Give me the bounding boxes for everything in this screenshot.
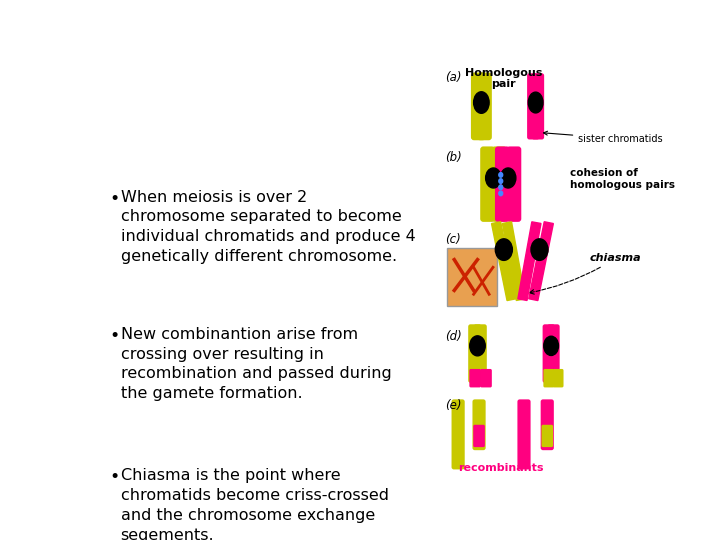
FancyBboxPatch shape	[553, 369, 564, 387]
Ellipse shape	[528, 92, 543, 113]
FancyBboxPatch shape	[527, 73, 539, 139]
Bar	[446, 248, 497, 306]
Polygon shape	[492, 222, 516, 301]
Text: New combinantion arise from
crossing over resulting in
recombination and passed : New combinantion arise from crossing ove…	[120, 327, 391, 401]
FancyBboxPatch shape	[518, 400, 531, 469]
Text: chiasma: chiasma	[529, 253, 642, 294]
Text: (d): (d)	[445, 330, 462, 343]
Ellipse shape	[499, 191, 503, 195]
FancyBboxPatch shape	[468, 325, 482, 383]
FancyBboxPatch shape	[541, 425, 553, 447]
Text: When meiosis is over 2
chromosome separated to become
individual chromatids and : When meiosis is over 2 chromosome separa…	[120, 190, 415, 264]
Ellipse shape	[499, 179, 503, 184]
Polygon shape	[518, 222, 541, 300]
Ellipse shape	[485, 168, 501, 188]
FancyBboxPatch shape	[477, 72, 492, 140]
FancyBboxPatch shape	[544, 369, 554, 387]
FancyBboxPatch shape	[473, 425, 485, 447]
Text: •: •	[109, 190, 120, 207]
FancyBboxPatch shape	[469, 369, 481, 387]
FancyBboxPatch shape	[507, 146, 521, 222]
Text: Homologous
pair: Homologous pair	[465, 68, 543, 90]
Ellipse shape	[474, 92, 489, 113]
Polygon shape	[503, 222, 526, 300]
FancyBboxPatch shape	[532, 73, 544, 139]
Text: (a): (a)	[445, 71, 462, 84]
Text: (b): (b)	[445, 151, 462, 164]
Ellipse shape	[495, 239, 513, 260]
Ellipse shape	[499, 173, 503, 177]
Text: recombinants: recombinants	[458, 463, 544, 473]
Polygon shape	[528, 222, 554, 301]
FancyBboxPatch shape	[451, 400, 464, 469]
FancyBboxPatch shape	[480, 146, 495, 222]
Text: sister chromatids: sister chromatids	[544, 131, 663, 144]
FancyBboxPatch shape	[495, 146, 510, 222]
FancyBboxPatch shape	[547, 325, 559, 383]
Ellipse shape	[499, 185, 503, 190]
FancyBboxPatch shape	[492, 146, 507, 222]
Text: (c): (c)	[445, 233, 461, 246]
Ellipse shape	[544, 336, 559, 355]
FancyBboxPatch shape	[472, 400, 485, 450]
Ellipse shape	[531, 239, 548, 260]
FancyBboxPatch shape	[543, 325, 555, 383]
FancyBboxPatch shape	[480, 369, 492, 387]
Ellipse shape	[500, 168, 516, 188]
FancyBboxPatch shape	[474, 325, 487, 383]
FancyBboxPatch shape	[541, 400, 554, 450]
Text: •: •	[109, 327, 120, 345]
FancyBboxPatch shape	[471, 72, 485, 140]
Ellipse shape	[469, 336, 485, 356]
Text: cohesion of
homologous pairs: cohesion of homologous pairs	[570, 168, 675, 190]
Text: (e): (e)	[445, 399, 462, 412]
Text: Chiasma is the point where
chromatids become criss-crossed
and the chromosome ex: Chiasma is the point where chromatids be…	[120, 468, 389, 540]
Text: •: •	[109, 468, 120, 486]
